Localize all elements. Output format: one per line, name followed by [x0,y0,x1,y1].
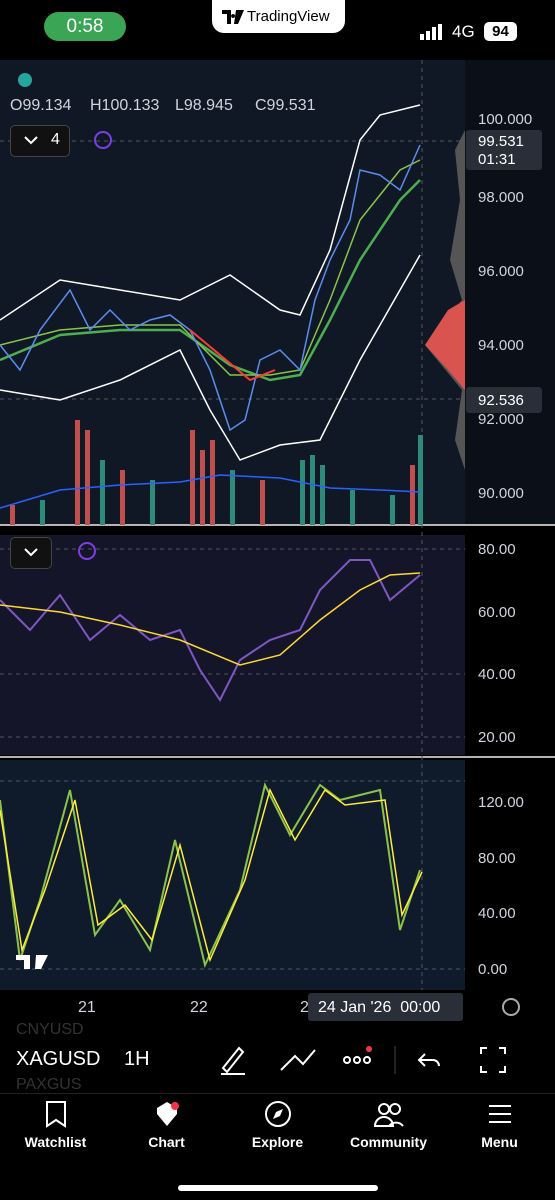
icon [264,1101,291,1127]
live-dot [18,73,32,87]
chevron [24,548,38,557]
rsi-tick: 40.00 [478,666,516,683]
network: 4G [452,22,475,41]
time-label: 21 [78,999,96,1016]
price-tick: 96.000 [478,263,524,280]
stoch-tick: 40.00 [478,905,516,922]
indicators-icon[interactable] [280,1049,316,1071]
price-tick: 90.000 [478,485,524,502]
rsi-ma [0,572,421,666]
nav-label: Watchlist [24,1134,87,1150]
indicator-count: 4 [51,131,60,148]
ohlc-close: C99.531 [255,97,316,114]
rsi-tick: 20.00 [478,729,516,746]
volume-bars [10,420,423,525]
moving-average [0,179,421,382]
countdown: 01:31 [478,151,516,168]
last-price-box [466,130,542,170]
stoch-tick: 120.00 [478,794,524,811]
nav-label: Explore [251,1134,304,1150]
volume-profile [425,130,465,470]
last-price: 99.531 [478,133,524,150]
volume-profile-hot [425,300,465,390]
nav-label: Chart [148,1134,185,1150]
more-icon[interactable] [343,1056,371,1064]
app-name: TradingView [247,8,330,25]
stoch-pane [0,760,465,990]
crosshair-time: 24 Jan '26 00:00 [318,999,441,1016]
rsi-toggle[interactable] [10,537,52,569]
indicator-icon [94,131,112,149]
watch-below: PAXGUS [16,1076,82,1093]
rsi-tick: 80.00 [478,541,516,558]
stoch-d [0,787,423,963]
ohlc-low: L98.945 [175,97,233,114]
trend-line [189,329,276,382]
time-label: 22 [190,999,208,1016]
signal-icon [420,24,442,40]
time-label: 2 [300,999,309,1016]
indicator-icon [78,542,96,560]
badge [366,1046,372,1052]
rsi-tick: 60.00 [478,604,516,621]
battery-pill [484,22,517,41]
settings-icon[interactable] [502,998,520,1016]
volume-ma [0,474,421,509]
price-axis-bg [465,60,555,525]
nav-label: Community [350,1134,427,1150]
chevron [24,136,38,145]
marker-price: 92.536 [478,392,524,409]
symbol[interactable]: XAGUSD [16,1048,101,1070]
icon [373,1103,404,1127]
watch-above: CNYUSD [16,1021,84,1038]
status-time: 0:58 [66,16,104,37]
toolbar-icons [221,1046,506,1075]
nav-label: Menu [481,1134,518,1150]
nav-explore[interactable]: Explore [222,1100,333,1150]
app-logo [222,10,244,24]
chart-area [0,60,555,1021]
icon [488,1105,511,1123]
price-tick: 92.000 [478,411,524,428]
nav-watchlist[interactable]: Watchlist [0,1100,111,1150]
draw-icon[interactable] [221,1046,245,1075]
price-tick: 98.000 [478,189,524,206]
home-indicator [178,1185,378,1191]
interval[interactable]: 1H [124,1048,150,1070]
crosshair-box [308,993,463,1021]
price-tick: 100.000 [478,111,533,128]
time-pill [44,12,126,41]
tv-watermark [16,955,48,969]
ohlc-high: H100.133 [90,97,160,114]
icon [156,1102,179,1126]
ohlc-open: O99.134 [10,97,72,114]
indicator-toggle[interactable] [10,125,70,157]
rsi-line [0,559,421,702]
rsi-pane [0,535,465,755]
stoch-tick: 80.00 [478,850,516,867]
battery: 94 [492,23,509,40]
icon [45,1101,66,1128]
nav-menu[interactable]: Menu [444,1100,555,1150]
stoch-tick: 0.00 [478,961,508,978]
price-line [0,144,421,432]
fullscreen-icon[interactable] [480,1047,506,1073]
nav-community[interactable]: Community [333,1100,444,1150]
bollinger-lower [0,254,421,461]
marker-box [466,387,542,413]
nav-divider [0,1093,555,1094]
moving-average-fast [0,159,421,376]
nav-chart[interactable]: Chart [111,1100,222,1150]
price-tick: 94.000 [478,337,524,354]
undo-icon[interactable] [417,1053,440,1067]
bollinger-upper [0,104,421,321]
stoch-k [0,782,421,969]
